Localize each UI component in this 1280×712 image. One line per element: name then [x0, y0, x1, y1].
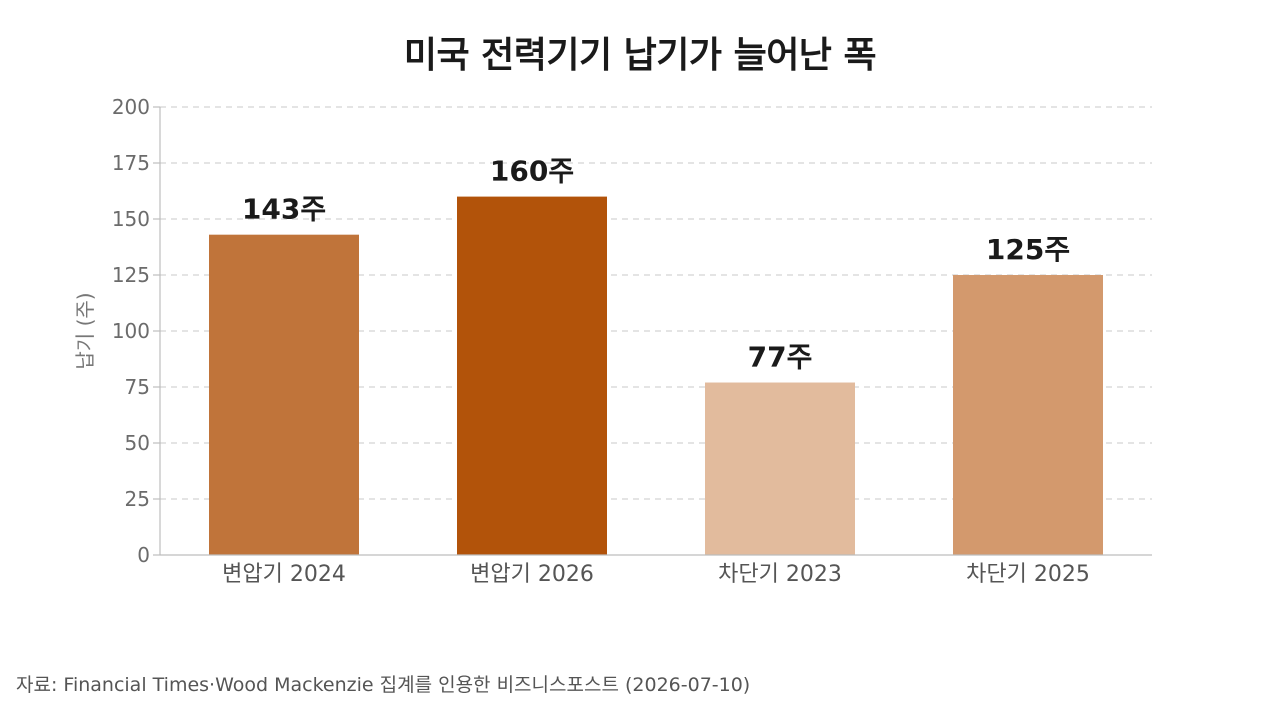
bars	[209, 196, 1103, 555]
data-labels: 143주 160주 77주 125주	[242, 155, 1070, 374]
bar	[705, 382, 855, 555]
x-category-label: 차단기 2023	[718, 562, 842, 587]
x-axis-categories: 변압기 2024 변압기 2026 차단기 2023 차단기 2025	[222, 562, 1090, 587]
y-tick-label: 75	[125, 375, 150, 399]
bar	[209, 234, 359, 555]
y-axis-label: 납기 (주)	[73, 292, 97, 369]
bar	[457, 196, 607, 555]
y-axis-ticks: 0 25 50 75 100 125 150 175 200	[112, 95, 160, 567]
x-category-label: 차단기 2025	[966, 562, 1090, 587]
data-label: 77주	[748, 341, 813, 374]
y-tick-label: 50	[125, 431, 150, 455]
data-label: 160주	[490, 155, 574, 188]
chart-title: 미국 전력기기 납기가 늘어난 폭	[403, 35, 877, 76]
data-label: 125주	[986, 233, 1070, 266]
source-note: 자료: Financial Times·Wood Mackenzie 집계를 인…	[16, 674, 751, 696]
y-tick-label: 0	[137, 543, 150, 567]
y-tick-label: 150	[112, 207, 150, 231]
y-tick-label: 100	[112, 319, 150, 343]
y-tick-label: 175	[112, 151, 150, 175]
data-label: 143주	[242, 193, 326, 226]
bar	[953, 275, 1103, 555]
x-category-label: 변압기 2026	[470, 562, 594, 587]
y-tick-label: 125	[112, 263, 150, 287]
y-tick-label: 25	[125, 487, 150, 511]
x-category-label: 변압기 2024	[222, 562, 346, 587]
y-tick-label: 200	[112, 95, 150, 119]
